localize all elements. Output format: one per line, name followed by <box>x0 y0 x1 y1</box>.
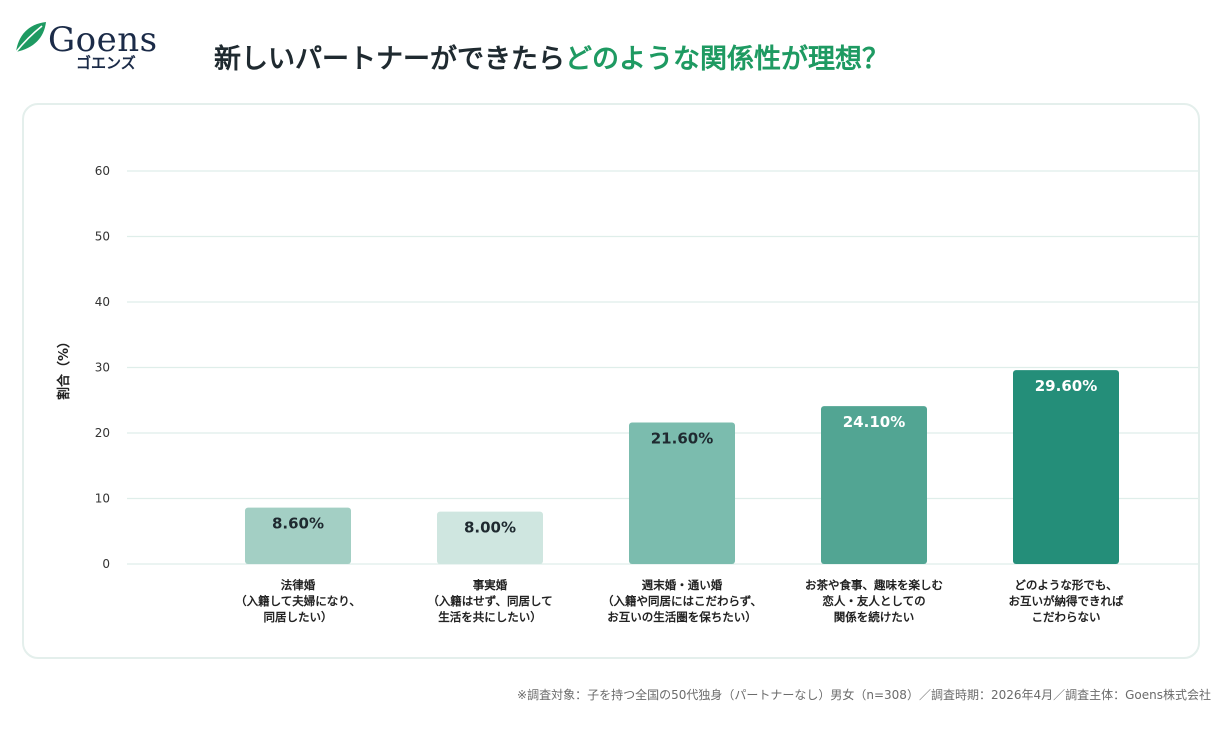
y-tick-label: 20 <box>95 426 110 440</box>
chart-panel: 0 10 20 30 40 50 60 割合（%） 8.60% 法律婚 （入籍して夫婦になり、 同居し… <box>22 103 1200 659</box>
data-label: 8.00% <box>464 519 516 537</box>
x-tick-label: （入籍や同居にはこだわらず、 <box>602 594 762 608</box>
x-tick-label: 週末婚・通い婚 <box>642 578 723 592</box>
x-tick-label: 関係を続けたい <box>834 610 915 624</box>
survey-footnote: ※調査対象：子を持つ全国の50代独身（パートナーなし）男女（n=308）／調査時… <box>517 688 1211 702</box>
x-tick-label: 恋人・友人としての <box>822 594 925 608</box>
title-main: 新しいパートナーができたら <box>214 44 565 75</box>
title-accent: どのような関係性が理想？ <box>565 44 889 75</box>
x-tick-label: お互いが納得できれば <box>1009 594 1124 608</box>
x-tick-label: こだわらない <box>1032 610 1101 624</box>
data-label: 21.60% <box>651 430 713 448</box>
y-tick-label: 0 <box>102 557 110 571</box>
y-tick-label: 10 <box>95 492 110 506</box>
x-tick-label: お互いの生活圏を保ちたい） <box>607 610 757 624</box>
page-title: 新しいパートナーができたらどのような関係性が理想？ <box>214 40 889 80</box>
x-tick-label: 法律婚 <box>281 578 316 592</box>
bar <box>629 422 735 564</box>
brand-kana: ゴエンズ <box>76 54 136 72</box>
y-tick-label: 30 <box>95 361 110 375</box>
x-tick-label: （入籍して夫婦になり、 <box>235 594 361 608</box>
bar <box>245 507 351 564</box>
data-label: 24.10% <box>843 413 905 431</box>
x-tick-label: 事実婚 <box>473 578 508 592</box>
brand-name: Goens <box>48 20 158 60</box>
bar <box>821 406 927 564</box>
y-tick-label: 60 <box>95 164 110 178</box>
data-label: 8.60% <box>272 515 324 533</box>
brand-logo: Goens ゴエンズ <box>14 14 184 74</box>
x-tick-label: どのような形でも、 <box>1014 578 1117 592</box>
bar-chart: 0 10 20 30 40 50 60 割合（%） 8.60% 法律婚 （入籍して夫婦になり、同居し… <box>56 164 1198 624</box>
x-tick-label: お茶や食事、趣味を楽しむ <box>805 578 943 592</box>
bar <box>1013 370 1119 564</box>
leaf-icon <box>15 22 46 53</box>
x-tick-label: （入籍はせず、同居して <box>427 594 552 608</box>
x-tick-label: 生活を共にしたい） <box>438 610 542 624</box>
y-tick-label: 50 <box>95 230 110 244</box>
y-axis-label: 割合（%） <box>56 335 72 400</box>
bar <box>437 511 543 564</box>
x-tick-label: 同居したい） <box>264 610 333 624</box>
y-tick-label: 40 <box>95 295 110 309</box>
data-label: 29.60% <box>1035 377 1097 395</box>
